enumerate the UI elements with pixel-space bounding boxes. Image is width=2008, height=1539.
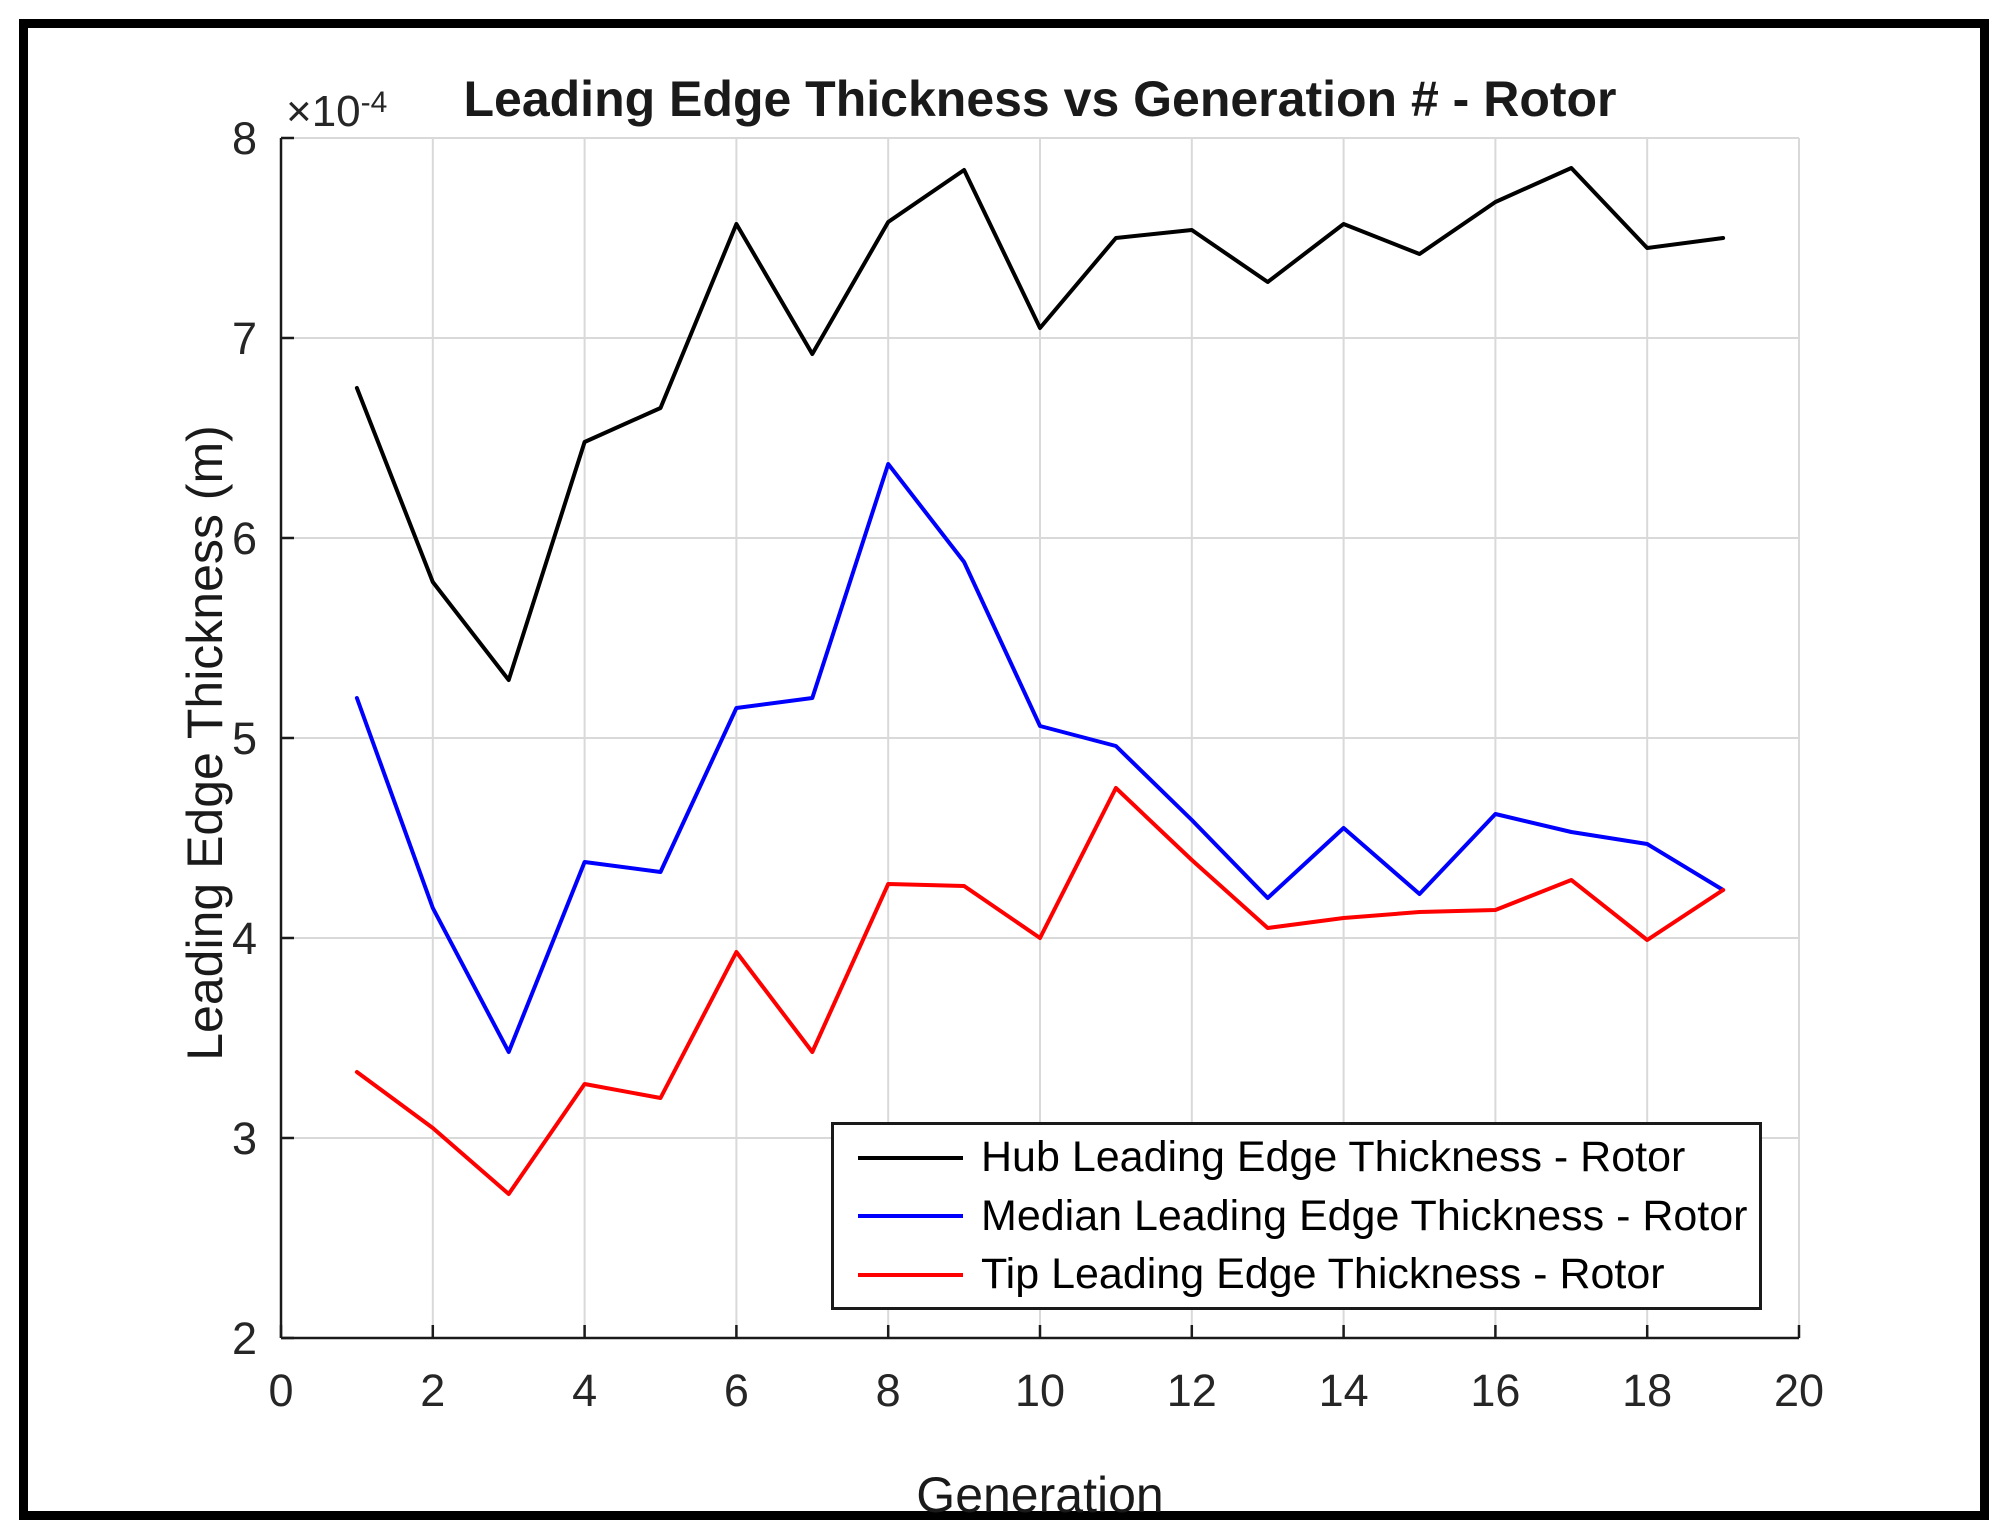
tip-series-line	[354, 786, 1726, 1196]
legend-entry-tip: Tip Leading Edge Thickness - Rotor	[858, 1249, 1759, 1301]
legend-box: Hub Leading Edge Thickness - Rotor Median…	[831, 1122, 1762, 1310]
y-tick-label: 7	[232, 313, 257, 364]
figure-border	[19, 19, 1989, 1520]
y-axis-multiplier-exponent: -4	[360, 86, 388, 119]
median-series-line	[354, 462, 1726, 1054]
x-tick-label: 0	[268, 1365, 293, 1416]
y-tick-label: 3	[232, 1113, 257, 1164]
x-tick-label: 16	[1470, 1365, 1520, 1416]
y-tick-label: 6	[232, 513, 257, 564]
y-axis-label: Leading Edge Thickness (m)	[177, 425, 233, 1061]
chart-title: Leading Edge Thickness vs Generation # -…	[463, 71, 1617, 127]
x-tick-label: 6	[724, 1365, 749, 1416]
legend-label-hub: Hub Leading Edge Thickness - Rotor	[981, 1133, 1686, 1181]
y-axis-multiplier: ×10-4	[286, 86, 387, 137]
legend-entry-hub: Hub Leading Edge Thickness - Rotor	[858, 1132, 1759, 1184]
x-tick-label: 18	[1622, 1365, 1672, 1416]
x-tick-label: 10	[1015, 1365, 1065, 1416]
x-tick-label: 2	[420, 1365, 445, 1416]
y-axis-multiplier-base: ×10	[286, 87, 361, 136]
x-tick-label: 14	[1319, 1365, 1369, 1416]
x-tick-label: 4	[572, 1365, 597, 1416]
y-tick-label: 2	[232, 1313, 257, 1364]
x-axis-label: Generation	[916, 1467, 1164, 1523]
x-tick-label: 20	[1774, 1365, 1824, 1416]
hub-series-line	[354, 166, 1726, 682]
y-tick-label: 5	[232, 713, 257, 764]
hub-line-sample	[858, 1155, 963, 1160]
legend-entry-median: Median Leading Edge Thickness - Rotor	[858, 1190, 1759, 1242]
tip-line-sample	[858, 1272, 963, 1277]
legend-label-median: Median Leading Edge Thickness - Rotor	[981, 1191, 1748, 1240]
y-tick-label: 8	[232, 113, 257, 164]
median-line-sample	[858, 1214, 963, 1218]
y-tick-label: 4	[232, 913, 257, 964]
x-tick-label: 8	[876, 1365, 901, 1416]
x-tick-label: 12	[1167, 1365, 1217, 1416]
legend-label-tip: Tip Leading Edge Thickness - Rotor	[981, 1250, 1665, 1298]
